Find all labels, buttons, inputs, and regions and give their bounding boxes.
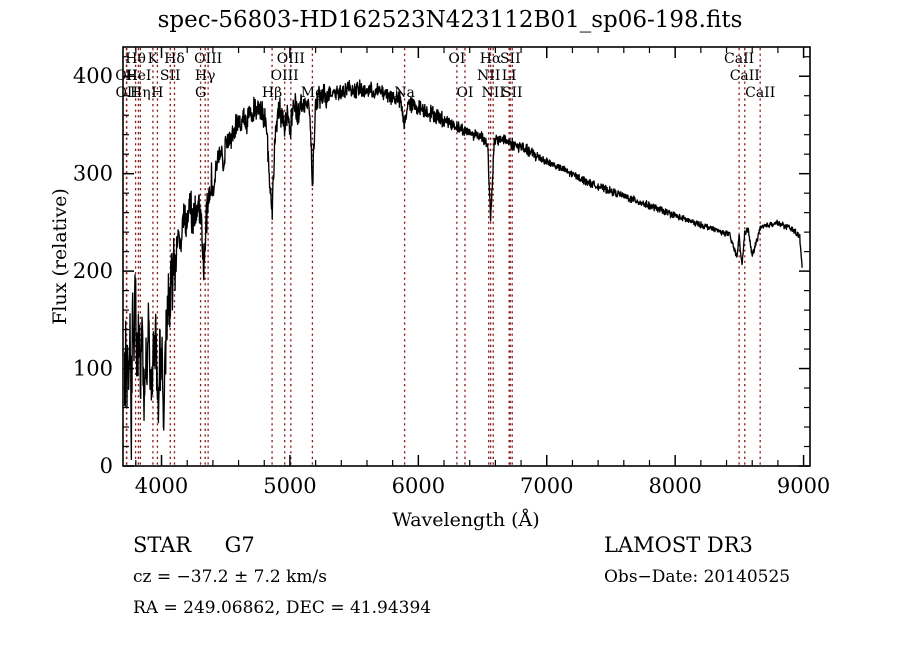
spectral-line-label: CaII bbox=[724, 51, 754, 67]
page-title: spec-56803-HD162523N423112B01_sp06-198.f… bbox=[157, 7, 743, 33]
spectral-line-label: OIII bbox=[277, 51, 305, 67]
flux-curve bbox=[124, 79, 803, 460]
x-tick-label: 7000 bbox=[520, 474, 573, 498]
spectral-line-label: CaII bbox=[745, 85, 775, 101]
radial-velocity: cz = −37.2 ± 7.2 km/s bbox=[133, 567, 327, 587]
spectral-line-label: OII bbox=[115, 68, 138, 84]
spectral-line-label: OI bbox=[448, 51, 465, 67]
spectral-line-label: Mg bbox=[301, 85, 324, 101]
spectral-line-label: SII bbox=[502, 85, 523, 101]
y-tick-label: 400 bbox=[73, 64, 113, 88]
spectral-line-label: OIII bbox=[194, 51, 222, 67]
axis-ticks bbox=[123, 47, 810, 467]
spectral-line-label: Hθ bbox=[125, 51, 146, 67]
y-axis-title: Flux (relative) bbox=[49, 188, 71, 325]
observation-date: Obs−Date: 20140525 bbox=[604, 567, 791, 587]
spectral-line-label: Hγ bbox=[195, 68, 216, 84]
spectral-line-label: Hδ bbox=[164, 51, 185, 67]
x-tick-label: 8000 bbox=[648, 474, 701, 498]
y-axis-tick-labels: 0 100 200 300 400 bbox=[73, 64, 113, 478]
spectral-line-label: LI bbox=[502, 68, 517, 84]
object-type: STAR bbox=[133, 533, 192, 557]
spectral-line-label: G bbox=[195, 85, 206, 101]
survey-name: LAMOST DR3 bbox=[604, 533, 753, 557]
plot-frame bbox=[122, 46, 811, 467]
coordinates: RA = 249.06862, DEC = 41.94394 bbox=[133, 598, 432, 618]
spectral-line-label: OI bbox=[456, 85, 473, 101]
y-tick-label: 200 bbox=[73, 259, 113, 283]
metadata-footer: STAR G7 cz = −37.2 ± 7.2 km/s RA = 249.0… bbox=[0, 528, 900, 648]
x-tick-label: 4000 bbox=[135, 474, 188, 498]
spectral-line-label: K bbox=[148, 51, 159, 67]
spectral-line-label: NII bbox=[477, 68, 500, 84]
x-tick-label: 6000 bbox=[392, 474, 445, 498]
metadata-right-column: LAMOST DR3 Obs−Date: 20140525 bbox=[604, 528, 790, 593]
spectral-line-label: SII bbox=[160, 68, 181, 84]
spectral-line-label: HeI bbox=[125, 68, 151, 84]
spectral-line-label: SII bbox=[500, 51, 521, 67]
spectral-line-label: H bbox=[151, 85, 163, 101]
spectral-line-label: OII bbox=[115, 85, 138, 101]
spectral-line-label: CaII bbox=[730, 68, 760, 84]
y-tick-label: 0 bbox=[100, 454, 113, 478]
spectral-class: G7 bbox=[224, 533, 255, 557]
spectral-line-label: Hη bbox=[130, 85, 151, 101]
flux-path bbox=[124, 79, 803, 460]
spectral-line-markers bbox=[125, 48, 761, 465]
x-tick-label: 5000 bbox=[263, 474, 316, 498]
spectral-line-label: Hα bbox=[480, 51, 502, 67]
spectral-line-label: OIII bbox=[271, 68, 299, 84]
x-axis-tick-labels: 4000 5000 6000 7000 8000 9000 bbox=[135, 474, 831, 498]
x-axis-title: Wavelength (Å) bbox=[392, 509, 539, 531]
metadata-left-column: STAR G7 cz = −37.2 ± 7.2 km/s RA = 249.0… bbox=[133, 528, 431, 624]
spectral-line-label: NII bbox=[482, 85, 505, 101]
object-type-and-class: STAR G7 bbox=[133, 528, 431, 562]
y-tick-label: 100 bbox=[73, 357, 113, 381]
x-tick-label: 9000 bbox=[777, 474, 830, 498]
spectral-line-label: Na bbox=[394, 85, 415, 101]
y-tick-label: 300 bbox=[73, 162, 113, 186]
spectral-line-label: Hβ bbox=[262, 85, 282, 101]
